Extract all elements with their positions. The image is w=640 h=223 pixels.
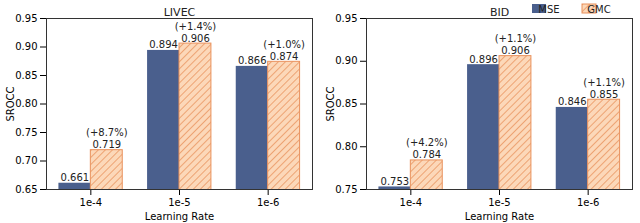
svg-text:1e-5: 1e-5 bbox=[488, 197, 511, 208]
svg-text:Learning Rate: Learning Rate bbox=[145, 211, 215, 222]
svg-text:1e-5: 1e-5 bbox=[168, 197, 191, 208]
svg-text:0.784: 0.784 bbox=[412, 149, 441, 160]
svg-text:1e-6: 1e-6 bbox=[577, 197, 600, 208]
svg-text:LIVEC: LIVEC bbox=[164, 6, 196, 19]
svg-text:0.70: 0.70 bbox=[15, 155, 37, 166]
svg-text:1e-4: 1e-4 bbox=[80, 197, 103, 208]
svg-text:SROCC: SROCC bbox=[5, 86, 16, 121]
svg-text:0.874: 0.874 bbox=[270, 51, 299, 62]
svg-text:(+1.4%): (+1.4%) bbox=[175, 21, 217, 32]
svg-text:MSE: MSE bbox=[538, 4, 559, 15]
svg-text:0.661: 0.661 bbox=[61, 172, 90, 183]
svg-text:0.846: 0.846 bbox=[558, 96, 587, 107]
svg-text:0.85: 0.85 bbox=[335, 98, 357, 109]
svg-text:(+1.0%): (+1.0%) bbox=[263, 39, 305, 50]
svg-text:0.90: 0.90 bbox=[335, 55, 357, 66]
svg-text:0.894: 0.894 bbox=[149, 39, 178, 50]
svg-text:0.95: 0.95 bbox=[15, 13, 37, 24]
svg-text:(+1.1%): (+1.1%) bbox=[583, 77, 625, 88]
svg-text:(+4.2%): (+4.2%) bbox=[406, 137, 448, 148]
svg-text:0.906: 0.906 bbox=[181, 33, 210, 44]
svg-text:0.80: 0.80 bbox=[335, 141, 357, 152]
svg-text:BID: BID bbox=[490, 6, 509, 19]
svg-text:SROCC: SROCC bbox=[325, 86, 336, 121]
svg-text:0.65: 0.65 bbox=[15, 184, 37, 195]
svg-text:Learning Rate: Learning Rate bbox=[465, 211, 535, 222]
svg-text:GMC: GMC bbox=[587, 4, 610, 15]
svg-text:0.95: 0.95 bbox=[335, 13, 357, 24]
svg-text:1e-6: 1e-6 bbox=[257, 197, 280, 208]
svg-text:1e-4: 1e-4 bbox=[400, 197, 423, 208]
svg-text:0.896: 0.896 bbox=[469, 54, 498, 65]
svg-text:(+8.7%): (+8.7%) bbox=[86, 127, 128, 138]
svg-text:0.866: 0.866 bbox=[238, 55, 267, 66]
svg-text:0.906: 0.906 bbox=[501, 45, 530, 56]
svg-text:0.90: 0.90 bbox=[15, 41, 37, 52]
svg-text:0.753: 0.753 bbox=[381, 176, 410, 187]
svg-text:0.75: 0.75 bbox=[335, 184, 357, 195]
svg-text:0.80: 0.80 bbox=[15, 98, 37, 109]
svg-text:0.85: 0.85 bbox=[15, 70, 37, 81]
svg-text:0.855: 0.855 bbox=[590, 89, 619, 100]
svg-text:0.719: 0.719 bbox=[92, 139, 121, 150]
svg-text:(+1.1%): (+1.1%) bbox=[495, 33, 537, 44]
svg-text:0.75: 0.75 bbox=[15, 127, 37, 138]
